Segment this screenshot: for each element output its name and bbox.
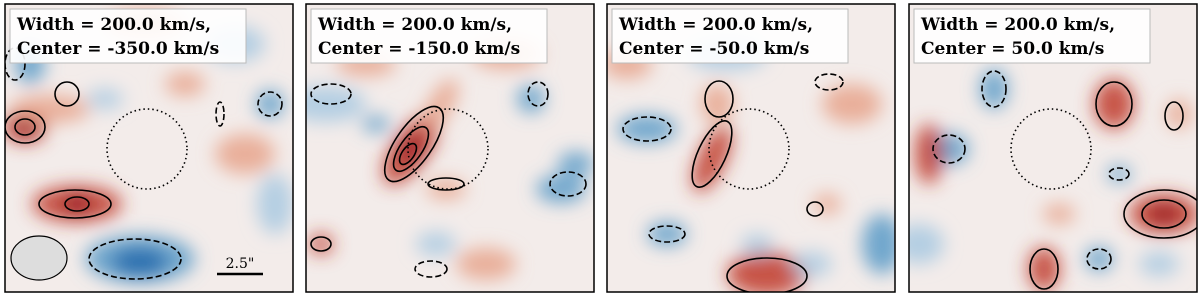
aperture-circle	[1010, 108, 1092, 190]
width-label: Width = 200.0 km/s,	[317, 15, 512, 35]
emission-blob	[822, 84, 882, 124]
width-label: Width = 200.0 km/s,	[920, 15, 1115, 35]
contour	[527, 81, 549, 107]
contour	[1141, 199, 1187, 229]
emission-blob	[63, 195, 91, 213]
center-label: Center = -50.0 km/s	[619, 39, 809, 59]
center-label: Center = -150.0 km/s	[318, 39, 520, 59]
emission-blob	[426, 179, 466, 199]
width-label: Width = 200.0 km/s,	[16, 15, 211, 35]
emission-blob	[1150, 205, 1178, 223]
panel-frame	[908, 3, 1198, 293]
emission-blob	[1085, 247, 1113, 271]
label-box	[9, 8, 247, 64]
contour	[5, 47, 26, 81]
emission-blob	[792, 252, 832, 276]
emission-blob	[423, 79, 459, 129]
contour	[622, 116, 672, 142]
emission-blob	[416, 232, 456, 256]
contour	[691, 120, 733, 188]
emission-blob	[692, 125, 732, 193]
contour	[64, 196, 90, 212]
emission-blob	[165, 72, 205, 96]
contour	[392, 125, 430, 173]
panel-frame	[4, 3, 294, 293]
emission-blob	[1043, 204, 1075, 224]
panel-frame	[305, 3, 595, 293]
contour	[310, 83, 352, 105]
contour	[1123, 189, 1197, 239]
emission-blob	[909, 224, 944, 264]
emission-blob	[741, 234, 773, 254]
contour	[414, 260, 448, 278]
emission-blob	[536, 175, 586, 203]
width-label: Width = 200.0 km/s,	[618, 15, 813, 35]
aperture-circle	[407, 108, 489, 190]
contour	[398, 142, 418, 166]
contour	[932, 134, 966, 164]
contour	[5, 110, 46, 144]
emission-blob	[1094, 79, 1134, 129]
panel-frame	[606, 3, 896, 293]
contour	[427, 177, 465, 191]
emission-blob	[1028, 247, 1060, 291]
contour	[88, 238, 182, 280]
contour	[806, 201, 824, 217]
emission-blob	[1167, 99, 1191, 129]
emission-blob	[456, 248, 516, 280]
emission-blob	[617, 115, 677, 143]
contour	[814, 73, 844, 91]
scale-bar-label: 2.5"	[226, 256, 255, 272]
label-box	[310, 8, 548, 64]
contour	[14, 118, 36, 136]
aperture-circle	[708, 108, 790, 190]
contour	[1086, 248, 1112, 270]
emission-blob	[112, 248, 168, 276]
emission	[909, 69, 1197, 291]
contour	[726, 257, 808, 292]
emission-blob	[727, 252, 807, 292]
emission-blob	[215, 134, 275, 174]
contour	[54, 81, 80, 107]
contour	[383, 105, 445, 183]
contour	[215, 101, 225, 127]
emission-blob	[362, 116, 390, 132]
label-box	[611, 8, 849, 64]
contour	[549, 171, 587, 197]
emission-blob	[15, 119, 35, 135]
center-label: Center = -350.0 km/s	[17, 39, 219, 59]
contour	[38, 189, 112, 219]
contour	[1108, 167, 1130, 181]
emission-blob	[257, 174, 293, 234]
center-label: Center = 50.0 km/s	[921, 39, 1104, 59]
emission-blob	[256, 90, 284, 118]
emission-blob	[813, 194, 841, 214]
beam	[10, 235, 68, 281]
contour	[704, 80, 734, 118]
contour	[981, 70, 1007, 108]
emission-blob	[1139, 252, 1179, 276]
emission-blob	[862, 214, 895, 274]
contour	[648, 225, 686, 243]
contour	[1029, 248, 1059, 290]
emission-blob	[87, 89, 123, 109]
emission-blob	[398, 133, 424, 165]
label-box	[913, 8, 1151, 64]
emission-blob	[558, 152, 594, 176]
aperture-circle	[106, 108, 188, 190]
emission-blob	[10, 95, 90, 123]
emission-blob	[915, 124, 943, 184]
contour	[1095, 81, 1133, 127]
contour	[1164, 101, 1184, 131]
emission-blob	[517, 85, 545, 113]
emission-blob	[701, 84, 733, 124]
emission-blob	[980, 69, 1008, 109]
contour	[257, 91, 283, 117]
contour	[310, 236, 332, 252]
